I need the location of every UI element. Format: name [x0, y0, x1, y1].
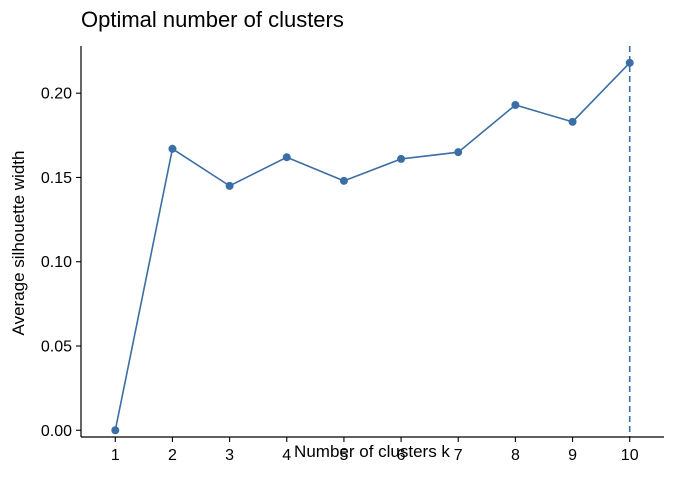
x-tick-label: 7: [454, 447, 463, 464]
y-axis-label: Average silhouette width: [9, 151, 28, 336]
x-tick-label: 9: [568, 447, 577, 464]
data-point: [225, 181, 234, 190]
x-tick-label: 10: [621, 447, 639, 464]
series-line: [114, 62, 631, 431]
x-axis-label: Number of clusters k: [294, 442, 450, 461]
data-point: [568, 117, 577, 126]
data-point: [282, 153, 291, 162]
data-point: [339, 176, 348, 185]
x-tick-label: 8: [511, 447, 520, 464]
chart-title: Optimal number of clusters: [81, 7, 344, 32]
y-tick-label: 0.15: [41, 170, 72, 187]
x-tick-label: 5: [339, 447, 348, 464]
x-tick-label: 3: [225, 447, 234, 464]
data-point: [397, 154, 406, 163]
data-point: [168, 144, 177, 153]
y-tick-label: 0.20: [41, 86, 72, 103]
x-tick-label: 2: [168, 447, 177, 464]
data-point: [111, 426, 120, 435]
y-tick-label: 0.00: [41, 423, 72, 440]
x-tick-label: 1: [111, 447, 120, 464]
data-point: [511, 100, 520, 109]
data-point: [454, 148, 463, 157]
x-tick-label: 6: [397, 447, 406, 464]
data-point: [625, 58, 634, 67]
y-tick-label: 0.05: [41, 338, 72, 355]
x-tick-label: 4: [282, 447, 291, 464]
plot-area: 0.00 0.05 0.10 0.15 0.20 1 2 3 4 5 6 7 8 9 10: [41, 46, 664, 464]
y-tick-label: 0.10: [41, 254, 72, 271]
